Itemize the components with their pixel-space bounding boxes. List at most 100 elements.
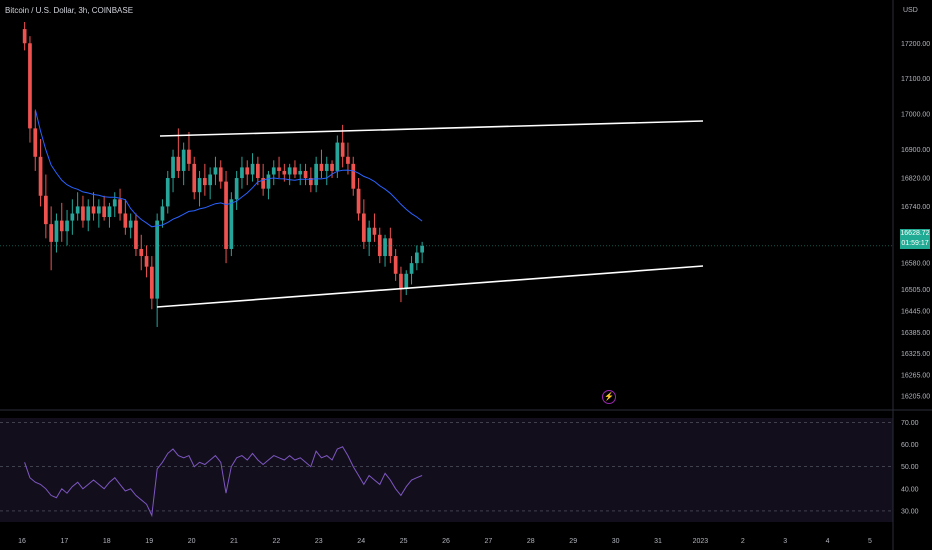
date-tick-label: 20 bbox=[188, 538, 196, 545]
candle-body bbox=[250, 163, 255, 175]
candle-body bbox=[404, 273, 409, 288]
candle-body bbox=[240, 167, 244, 179]
date-tick-label: 22 bbox=[273, 538, 281, 545]
candle-body bbox=[229, 199, 234, 249]
candle-body bbox=[218, 167, 223, 182]
date-tick-label: 2023 bbox=[693, 538, 709, 545]
price-tick-label: 16900.00 bbox=[901, 147, 930, 154]
current-price-label: 16628.72 bbox=[900, 229, 930, 239]
candle-body bbox=[160, 206, 165, 221]
candle-body bbox=[372, 227, 377, 235]
candle-body bbox=[128, 220, 133, 228]
date-tick-label: 21 bbox=[230, 538, 238, 545]
candle-body bbox=[43, 195, 48, 225]
candle-body bbox=[346, 156, 350, 164]
date-tick-label: 2 bbox=[741, 538, 745, 545]
candle-body bbox=[107, 206, 112, 218]
candle-body bbox=[261, 178, 266, 189]
candle-body bbox=[287, 167, 292, 175]
price-tick-label: 17000.00 bbox=[901, 112, 930, 119]
candle-body bbox=[75, 206, 80, 214]
candle-body bbox=[224, 181, 228, 249]
rsi-tick-label: 50.00 bbox=[901, 464, 919, 471]
rsi-line bbox=[24, 446, 423, 518]
date-tick-label: 25 bbox=[400, 538, 408, 545]
date-tick-label: 30 bbox=[612, 538, 620, 545]
candle-body bbox=[335, 142, 340, 171]
candle-body bbox=[91, 206, 96, 214]
countdown-label: 01:59:17 bbox=[900, 239, 930, 249]
candle-body bbox=[340, 142, 345, 157]
candle-body bbox=[102, 206, 107, 218]
candle-body bbox=[266, 174, 271, 189]
candle-body bbox=[81, 206, 85, 221]
candle-body bbox=[383, 238, 387, 257]
price-tick-label: 17200.00 bbox=[901, 41, 930, 48]
price-tick-label: 17100.00 bbox=[901, 76, 930, 83]
candle-body bbox=[112, 199, 117, 207]
candle-body bbox=[303, 170, 308, 179]
moving-average-line bbox=[34, 109, 423, 228]
date-tick-label: 3 bbox=[783, 538, 787, 545]
candle-body bbox=[155, 220, 160, 299]
candle-body bbox=[144, 256, 149, 267]
rsi-pane bbox=[0, 418, 893, 522]
candle-body bbox=[308, 178, 313, 186]
upper-trendline bbox=[159, 120, 704, 137]
candle-body bbox=[86, 206, 91, 221]
candle-body bbox=[420, 245, 425, 253]
candle-body bbox=[96, 206, 101, 214]
date-tick-label: 27 bbox=[485, 538, 493, 545]
price-tick-label: 16325.00 bbox=[901, 351, 930, 358]
candle-body bbox=[176, 156, 181, 171]
candle-body bbox=[197, 178, 202, 193]
price-tick-label: 16820.00 bbox=[901, 176, 930, 183]
candle-body bbox=[38, 156, 43, 196]
date-tick-label: 5 bbox=[868, 538, 872, 545]
candle-body bbox=[298, 170, 303, 175]
price-tick-label: 16505.00 bbox=[901, 287, 930, 294]
candle-body bbox=[213, 167, 218, 175]
currency-label: USD bbox=[903, 7, 918, 14]
candle-body bbox=[277, 167, 281, 171]
candle-body bbox=[134, 220, 138, 249]
price-tick-label: 16445.00 bbox=[901, 309, 930, 316]
candle-body bbox=[356, 188, 361, 214]
candle-body bbox=[28, 43, 32, 129]
candle-body bbox=[409, 263, 414, 274]
candle-body bbox=[282, 170, 287, 175]
chart-title: Bitcoin / U.S. Dollar, 3h, COINBASE bbox=[5, 6, 134, 15]
candle-body bbox=[377, 234, 382, 257]
date-tick-label: 4 bbox=[826, 538, 830, 545]
candle-body bbox=[187, 149, 191, 164]
candle-body bbox=[255, 163, 260, 179]
date-tick-label: 17 bbox=[61, 538, 69, 545]
candle-body bbox=[139, 248, 144, 257]
candle-body bbox=[171, 156, 175, 179]
date-tick-label: 19 bbox=[145, 538, 153, 545]
price-tick-label: 16740.00 bbox=[901, 204, 930, 211]
candle-body bbox=[59, 220, 64, 232]
candle-body bbox=[393, 256, 398, 274]
candle-body bbox=[367, 227, 372, 242]
candle-body bbox=[271, 167, 276, 175]
candle-body bbox=[65, 220, 69, 232]
price-tick-label: 16265.00 bbox=[901, 372, 930, 379]
candle-body bbox=[314, 163, 319, 186]
candle-body bbox=[245, 167, 250, 175]
candle-body bbox=[22, 29, 27, 44]
lower-trendline bbox=[156, 265, 704, 308]
date-tick-label: 16 bbox=[18, 538, 26, 545]
rsi-tick-label: 40.00 bbox=[901, 486, 919, 493]
lightning-icon[interactable]: ⚡ bbox=[602, 390, 616, 404]
price-tick-label: 16205.00 bbox=[901, 394, 930, 401]
candle-body bbox=[118, 199, 122, 214]
rsi-tick-label: 70.00 bbox=[901, 420, 919, 427]
date-tick-label: 24 bbox=[357, 538, 365, 545]
date-tick-label: 29 bbox=[569, 538, 577, 545]
candle-body bbox=[149, 266, 154, 299]
candle-body bbox=[234, 178, 239, 200]
date-tick-label: 18 bbox=[103, 538, 111, 545]
date-tick-label: 23 bbox=[315, 538, 323, 545]
